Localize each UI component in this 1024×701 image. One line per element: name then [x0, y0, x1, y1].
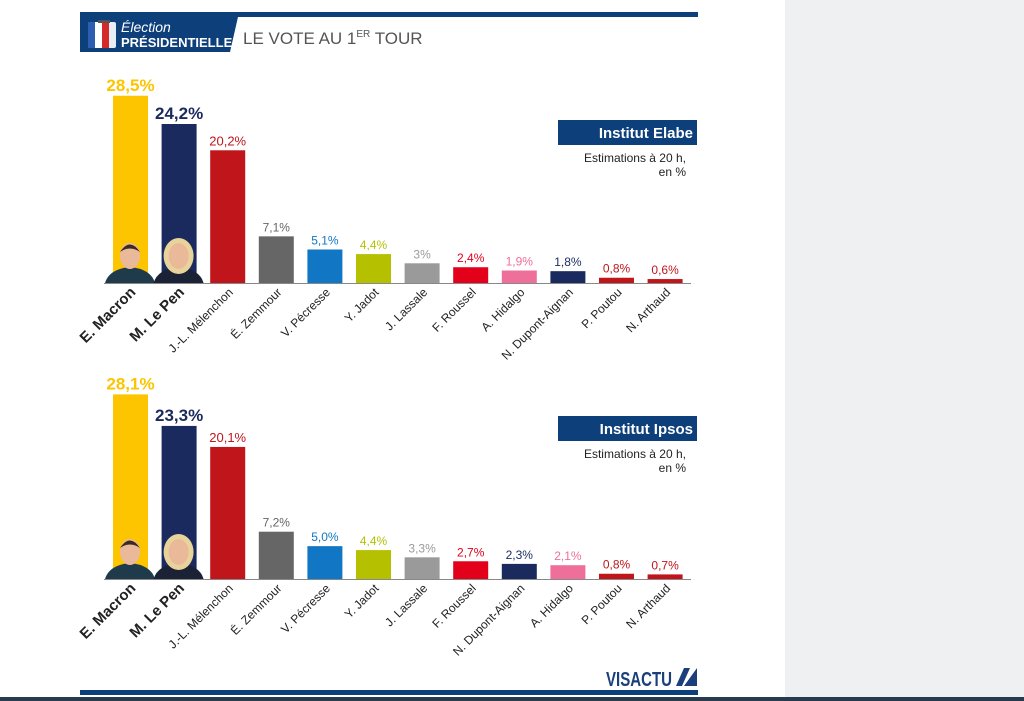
bar-6: [356, 254, 391, 283]
bar-7: [404, 263, 440, 283]
data-label: 2,1%: [554, 549, 582, 563]
data-label: 3,3%: [408, 541, 436, 555]
bar-9: [501, 270, 537, 283]
chart-2: Institut Ipsos Estimations à 20 h,en % 28,…: [77, 374, 697, 659]
bar-9: [501, 563, 537, 579]
institute-title-box: [558, 120, 697, 145]
category-label: V. Pécresse: [278, 581, 333, 636]
data-label: 5,1%: [311, 233, 339, 247]
header-badge: [80, 17, 238, 52]
bar-5: [307, 249, 343, 283]
data-label: 2,7%: [457, 545, 485, 559]
data-label: 1,8%: [554, 255, 582, 269]
data-label: 24,2%: [155, 104, 203, 123]
bar-7: [404, 557, 440, 579]
category-label: Y. Jadot: [342, 581, 382, 621]
data-label: 4,4%: [360, 238, 388, 252]
data-label: 4,4%: [360, 534, 388, 548]
chart-title: Institut Elabe: [599, 125, 693, 142]
category-label: P. Poutou: [579, 581, 625, 627]
candidate-photo: [153, 534, 204, 579]
data-label: 0,8%: [603, 262, 631, 276]
bar-4: [258, 236, 294, 283]
category-label: F. Roussel: [429, 285, 479, 335]
data-label: 7,1%: [263, 220, 291, 234]
bar-3: [210, 446, 246, 579]
data-label: 20,2%: [209, 133, 246, 148]
chart-subtitle: Estimations à 20 h,: [584, 447, 686, 461]
data-label: 5,0%: [311, 530, 339, 544]
bar-8: [453, 267, 489, 283]
category-label: Y. Jadot: [342, 285, 382, 325]
category-label: P. Poutou: [579, 285, 625, 331]
data-label: 20,1%: [209, 430, 246, 445]
data-label: 7,2%: [263, 516, 291, 530]
chart-subtitle: Estimations à 20 h,: [584, 151, 686, 165]
category-label: É. Zemmour: [227, 581, 284, 638]
badge-line2: PRÉSIDENTIELLE: [121, 35, 233, 50]
institute-title-box: [558, 416, 697, 441]
data-label: 28,5%: [106, 76, 154, 95]
bottom-rule: [80, 690, 698, 695]
bar-8: [453, 561, 489, 579]
bar-4: [258, 531, 294, 579]
page-title: LE VOTE AU 1ER TOUR: [243, 29, 423, 48]
data-label: 0,8%: [603, 558, 631, 572]
right-panel: [785, 0, 1024, 698]
data-label: 0,6%: [651, 263, 679, 277]
data-label: 28,1%: [106, 374, 154, 393]
bottom-border: [0, 697, 1024, 701]
bar-11: [599, 573, 634, 579]
visactu-logo: VISACTU: [606, 668, 697, 691]
data-label: 3%: [413, 247, 431, 261]
data-label: 1,9%: [506, 255, 534, 269]
category-label: A. Hidalgo: [527, 581, 576, 630]
bar-10: [550, 271, 586, 283]
bar-12: [647, 574, 683, 579]
badge-line1: Élection: [121, 19, 171, 35]
candidate-photo: [105, 243, 155, 283]
category-label: J. Lassale: [382, 285, 430, 333]
top-rule: [80, 12, 698, 17]
category-label: N. Arthaud: [623, 581, 673, 631]
data-label: 2,3%: [506, 548, 534, 562]
candidate-photo: [105, 539, 155, 579]
category-label: N. Arthaud: [623, 285, 673, 335]
bar-3: [210, 150, 246, 283]
chart-1: Institut Elabe Estimations à 20 h,en % 28,…: [77, 76, 697, 363]
category-label: F. Roussel: [429, 581, 479, 631]
svg-text:VISACTU: VISACTU: [606, 669, 672, 691]
bar-11: [599, 277, 634, 283]
chart-title: Institut Ipsos: [600, 421, 693, 438]
ballot-box-icon: [88, 20, 116, 48]
category-label: V. Pécresse: [278, 285, 333, 340]
category-label: J. Lassale: [382, 581, 430, 629]
bar-6: [356, 550, 391, 579]
chart-subtitle-unit: en %: [659, 461, 687, 475]
chart-subtitle-unit: en %: [659, 165, 687, 179]
bar-5: [307, 546, 343, 579]
category-label: A. Hidalgo: [478, 285, 527, 334]
candidate-photo: [153, 238, 204, 283]
data-label: 0,7%: [651, 558, 679, 572]
bar-12: [647, 279, 683, 283]
bar-10: [550, 565, 586, 579]
category-label: É. Zemmour: [227, 285, 284, 342]
data-label: 23,3%: [155, 406, 203, 425]
data-label: 2,4%: [457, 251, 485, 265]
